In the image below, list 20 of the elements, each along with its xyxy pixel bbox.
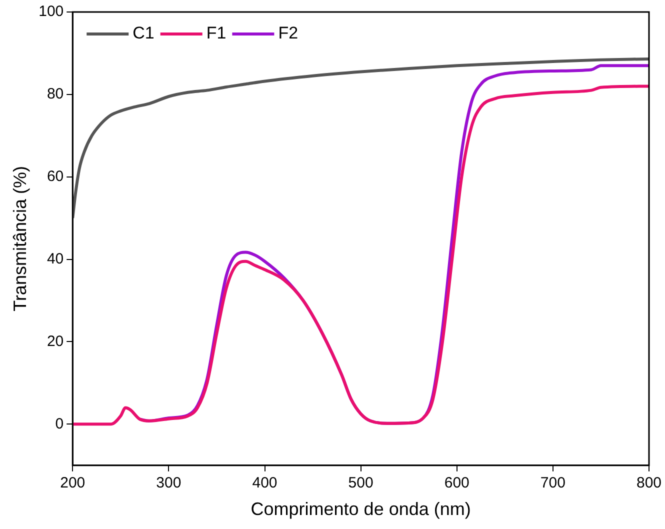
y-tick-label: 40 bbox=[46, 250, 64, 268]
legend-label: F1 bbox=[206, 24, 226, 43]
legend-label: F2 bbox=[278, 24, 298, 43]
x-tick-label: 600 bbox=[444, 474, 470, 492]
x-tick-label: 800 bbox=[636, 474, 662, 492]
y-tick-label: 0 bbox=[55, 415, 64, 432]
x-axis-title: Comprimento de onda (nm) bbox=[250, 499, 471, 520]
x-tick-label: 200 bbox=[60, 474, 86, 492]
y-axis-title: Transmitância (%) bbox=[10, 166, 30, 312]
legend-label: C1 bbox=[132, 24, 154, 43]
line-series bbox=[72, 57, 649, 220]
y-tick-label: 100 bbox=[38, 3, 64, 20]
x-tick-label: 500 bbox=[348, 474, 374, 492]
y-tick-label: 20 bbox=[46, 332, 64, 350]
y-tick-label: 80 bbox=[46, 86, 64, 103]
y-tick-label: 60 bbox=[46, 168, 64, 186]
x-tick-label: 400 bbox=[252, 474, 278, 492]
line-series bbox=[72, 84, 649, 426]
x-tick-label: 700 bbox=[540, 474, 566, 492]
x-tick-label: 300 bbox=[156, 474, 182, 492]
